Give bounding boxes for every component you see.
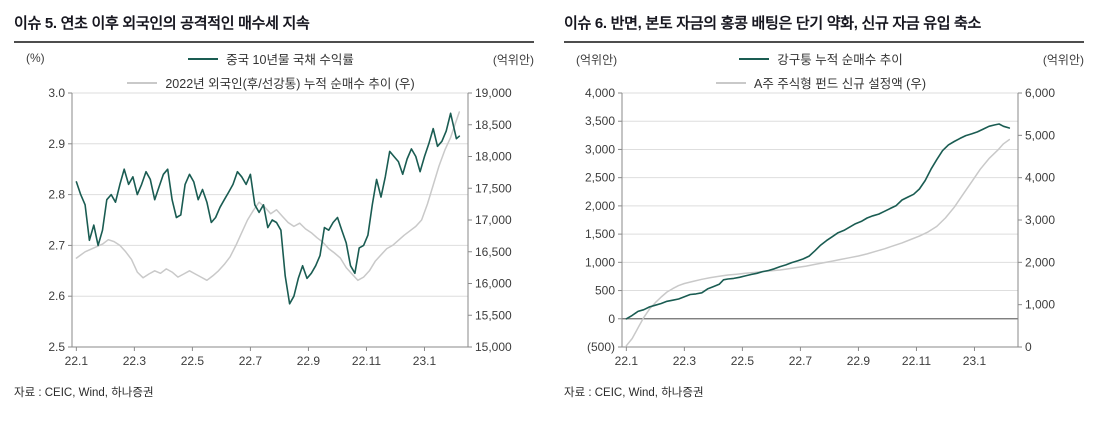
y-right-tick-label: 19,000 [475,86,512,100]
y-left-tick-label: 2.5 [48,340,65,354]
x-tick-label: 22.11 [902,354,931,368]
y-left-tick-label: 2,000 [585,199,615,213]
x-tick-label: 22.5 [181,354,205,368]
x-tick-label: 22.3 [123,354,147,368]
line-chart: 3.0 2.9 2.8 2.7 2.6 2.5 19,000 18,500 18,000 17,5… [48,86,512,368]
x-tick-label: 22.7 [789,354,813,368]
y-left-axis-unit-label: (억위안) [576,53,618,67]
y-right-tick-label: 3,000 [1025,213,1055,227]
y-right-tick-label: 15,000 [475,340,512,354]
y-left-tick-label: 2.8 [48,188,65,202]
series-line-left-axis [75,112,461,305]
x-tick-label: 22.11 [352,354,381,368]
series-line-right-axis [625,138,1011,347]
series-line-left-axis [625,123,1011,320]
y-left-tick-label: (500) [587,340,615,354]
y-left-tick-label: 1,500 [585,227,615,241]
chart-panel-issue-6: 이슈 6. 반면, 본토 자금의 홍콩 배팅은 단기 약화, 신규 자금 유입 … [564,8,1084,400]
x-tick-label: 23.1 [963,354,987,368]
y-left-tick-label: 0 [608,312,615,326]
x-tick-label: 22.1 [615,354,639,368]
y-right-tick-label: 1,000 [1025,298,1055,312]
y-right-tick-label: 4,000 [1025,171,1055,185]
y-right-tick-label: 17,000 [475,213,512,227]
y-right-tick-label: 18,000 [475,150,512,164]
y-left-tick-label: 2.9 [48,137,65,151]
y-left-tick-label: 2,500 [585,171,615,185]
x-tick-label: 22.7 [239,354,263,368]
chart-panel-issue-5: 이슈 5. 연초 이후 외국인의 공격적인 매수세 지속 (%) (억위안) 중… [14,8,534,400]
y-right-tick-label: 17,500 [475,181,512,195]
chart-area: (%) (억위안) 중국 10년물 국채 수익률 2022년 외국인(후/선강통)… [14,47,534,379]
y-right-tick-label: 18,500 [475,118,512,132]
y-left-tick-label: 2.7 [48,238,65,252]
y-right-tick-label: 5,000 [1025,128,1055,142]
y-left-tick-label: 500 [595,284,615,298]
y-right-tick-label: 2,000 [1025,255,1055,269]
chart-area: (억위안) (억위안) 강구퉁 누적 순매수 추이 A주 주식형 펀드 신규 설정… [564,47,1084,379]
line-chart: 4,000 3,500 3,000 2,500 2,000 1,500 1,000 500 0 (… [585,86,1055,368]
y-right-axis-unit-label: (억위안) [1042,53,1084,67]
x-tick-label: 23.1 [413,354,437,368]
y-right-tick-label: 16,500 [475,245,512,259]
x-tick-label: 22.9 [297,354,321,368]
y-left-axis-unit-label: (%) [26,51,45,65]
y-left-tick-label: 2.6 [48,289,65,303]
y-right-tick-label: 15,500 [475,308,512,322]
y-right-tick-label: 0 [1025,340,1032,354]
y-right-axis-unit-label: (억위안) [492,53,534,67]
y-right-tick-label: 16,000 [475,277,512,291]
x-tick-label: 22.5 [731,354,755,368]
chart-title: 이슈 6. 반면, 본토 자금의 홍콩 배팅은 단기 약화, 신규 자금 유입 … [564,10,1084,43]
source-note: 자료 : CEIC, Wind, 하나증권 [14,387,154,399]
x-tick-label: 22.9 [847,354,871,368]
y-left-tick-label: 3.0 [48,86,65,100]
y-left-tick-label: 3,000 [585,142,615,156]
y-left-tick-label: 4,000 [585,86,615,100]
x-tick-label: 22.3 [673,354,697,368]
chart-title: 이슈 5. 연초 이후 외국인의 공격적인 매수세 지속 [14,10,534,43]
y-left-tick-label: 1,000 [585,255,615,269]
y-right-tick-label: 6,000 [1025,86,1055,100]
source-note: 자료 : CEIC, Wind, 하나증권 [564,387,704,399]
x-tick-label: 22.1 [65,354,89,368]
report-charts-row: 이슈 5. 연초 이후 외국인의 공격적인 매수세 지속 (%) (억위안) 중… [14,8,1084,400]
y-left-tick-label: 3,500 [585,114,615,128]
series-line-right-axis [75,111,461,282]
